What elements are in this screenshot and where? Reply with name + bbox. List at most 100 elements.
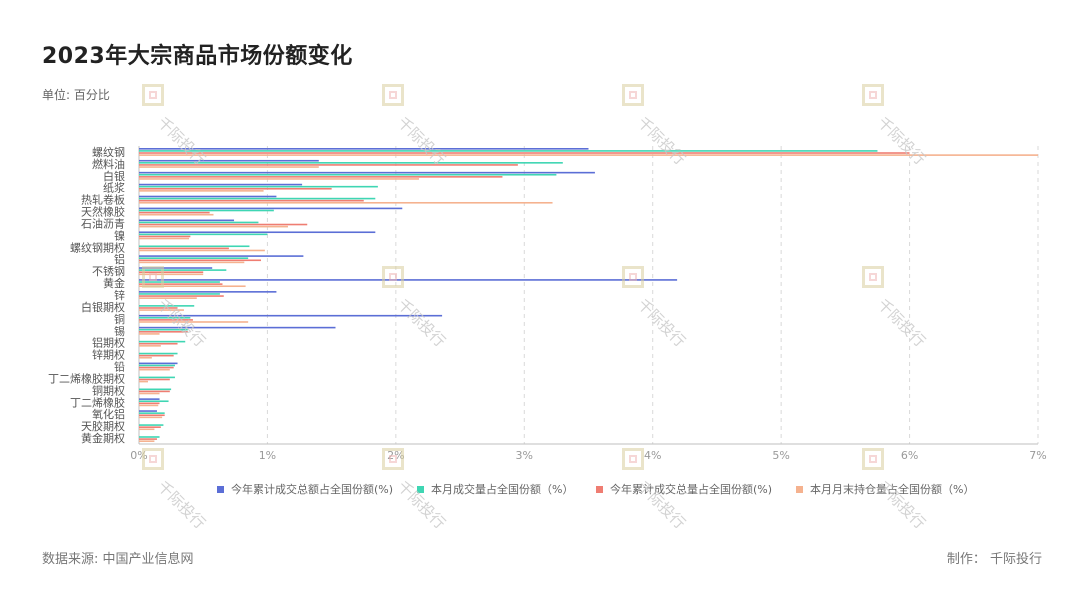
legend-swatch	[417, 486, 424, 493]
bar	[139, 307, 178, 309]
bar	[139, 404, 159, 407]
category-label: 白银期权	[81, 300, 125, 314]
bar	[139, 354, 174, 357]
category-label: 铅	[114, 360, 125, 374]
bar	[139, 261, 245, 264]
category-label: 铝	[114, 252, 125, 266]
bar	[139, 221, 259, 224]
bar	[139, 162, 563, 164]
bar	[139, 164, 518, 166]
bar	[139, 255, 304, 257]
x-tick-label: 2%	[387, 449, 404, 462]
bar	[139, 183, 303, 186]
bar	[139, 171, 595, 174]
bar	[139, 185, 378, 188]
bar	[139, 316, 191, 319]
bar	[139, 237, 190, 240]
bar	[139, 225, 288, 228]
bar	[139, 176, 503, 178]
bar	[139, 345, 161, 347]
category-label: 镍	[114, 228, 125, 242]
bar	[139, 281, 220, 283]
bar	[139, 235, 191, 238]
bar	[139, 279, 678, 281]
x-tick-label: 1%	[259, 449, 276, 462]
bar	[139, 366, 174, 369]
category-label: 锌期权	[92, 348, 125, 362]
bar	[139, 297, 197, 299]
category-label: 黄金期权	[81, 431, 125, 445]
category-label: 丁二烯橡胶期权	[48, 371, 125, 385]
bar	[139, 219, 235, 222]
bar	[139, 213, 214, 216]
bar	[139, 197, 376, 200]
bar	[139, 259, 262, 262]
legend-swatch	[596, 486, 603, 493]
bar	[139, 309, 184, 311]
bar	[139, 305, 195, 307]
category-label: 不锈钢	[92, 265, 125, 278]
bar	[139, 223, 308, 226]
bar	[139, 199, 364, 202]
data-source: 数据来源: 中国产业信息网	[42, 552, 194, 567]
x-tick-label: 6%	[901, 449, 918, 462]
bar	[139, 249, 265, 252]
bar	[139, 376, 175, 379]
category-label: 铜期权	[92, 383, 125, 397]
bar	[139, 438, 157, 440]
bar	[139, 342, 178, 345]
bar	[139, 211, 210, 214]
category-label: 白银	[103, 169, 125, 183]
category-label: 燃料油	[92, 157, 125, 171]
category-label: 黄金	[103, 276, 125, 290]
bar	[139, 333, 160, 335]
category-label: 热轧卷板	[81, 193, 125, 207]
bar	[139, 166, 319, 168]
bar	[139, 267, 213, 269]
legend-label: 本月成交量占全国份额（%）	[431, 482, 573, 496]
category-label: 锡	[114, 324, 125, 338]
bar	[139, 178, 419, 180]
bar	[139, 283, 223, 285]
bar	[139, 321, 249, 323]
bar	[139, 231, 376, 234]
bar	[139, 400, 169, 403]
bar	[139, 378, 170, 381]
category-label: 螺纹钢	[92, 145, 125, 159]
x-tick-label: 4%	[644, 449, 661, 462]
bar	[139, 380, 148, 383]
bar	[139, 152, 910, 154]
bar	[139, 416, 163, 419]
bar	[139, 269, 227, 271]
legend-label: 今年累计成交总额占全国份额(%)	[231, 482, 393, 496]
category-label: 天然橡胶	[81, 205, 125, 219]
bar	[139, 328, 188, 331]
bar	[139, 398, 160, 400]
bar	[139, 428, 155, 431]
bar	[139, 207, 403, 210]
bar	[139, 201, 553, 204]
bar	[139, 390, 170, 393]
category-label: 天胶期权	[81, 419, 125, 433]
bar	[139, 148, 589, 150]
x-tick-label: 5%	[772, 449, 789, 462]
bar	[139, 150, 878, 152]
bar	[139, 195, 277, 198]
legend-swatch	[796, 486, 803, 493]
bar	[139, 154, 1038, 156]
category-label: 铝期权	[92, 336, 125, 350]
bar	[139, 356, 152, 359]
category-label: 氧化铝	[92, 407, 125, 421]
bar	[139, 392, 160, 395]
bar	[139, 402, 160, 405]
bar	[139, 426, 161, 428]
bar	[139, 436, 160, 438]
bar	[139, 331, 188, 333]
category-label: 石油沥青	[81, 216, 125, 230]
legend-label: 今年累计成交总量占全国份额(%)	[610, 482, 772, 496]
bar	[139, 190, 264, 192]
bar	[139, 326, 336, 329]
bar	[139, 209, 274, 212]
bar	[139, 295, 224, 297]
category-label: 纸浆	[103, 181, 125, 195]
